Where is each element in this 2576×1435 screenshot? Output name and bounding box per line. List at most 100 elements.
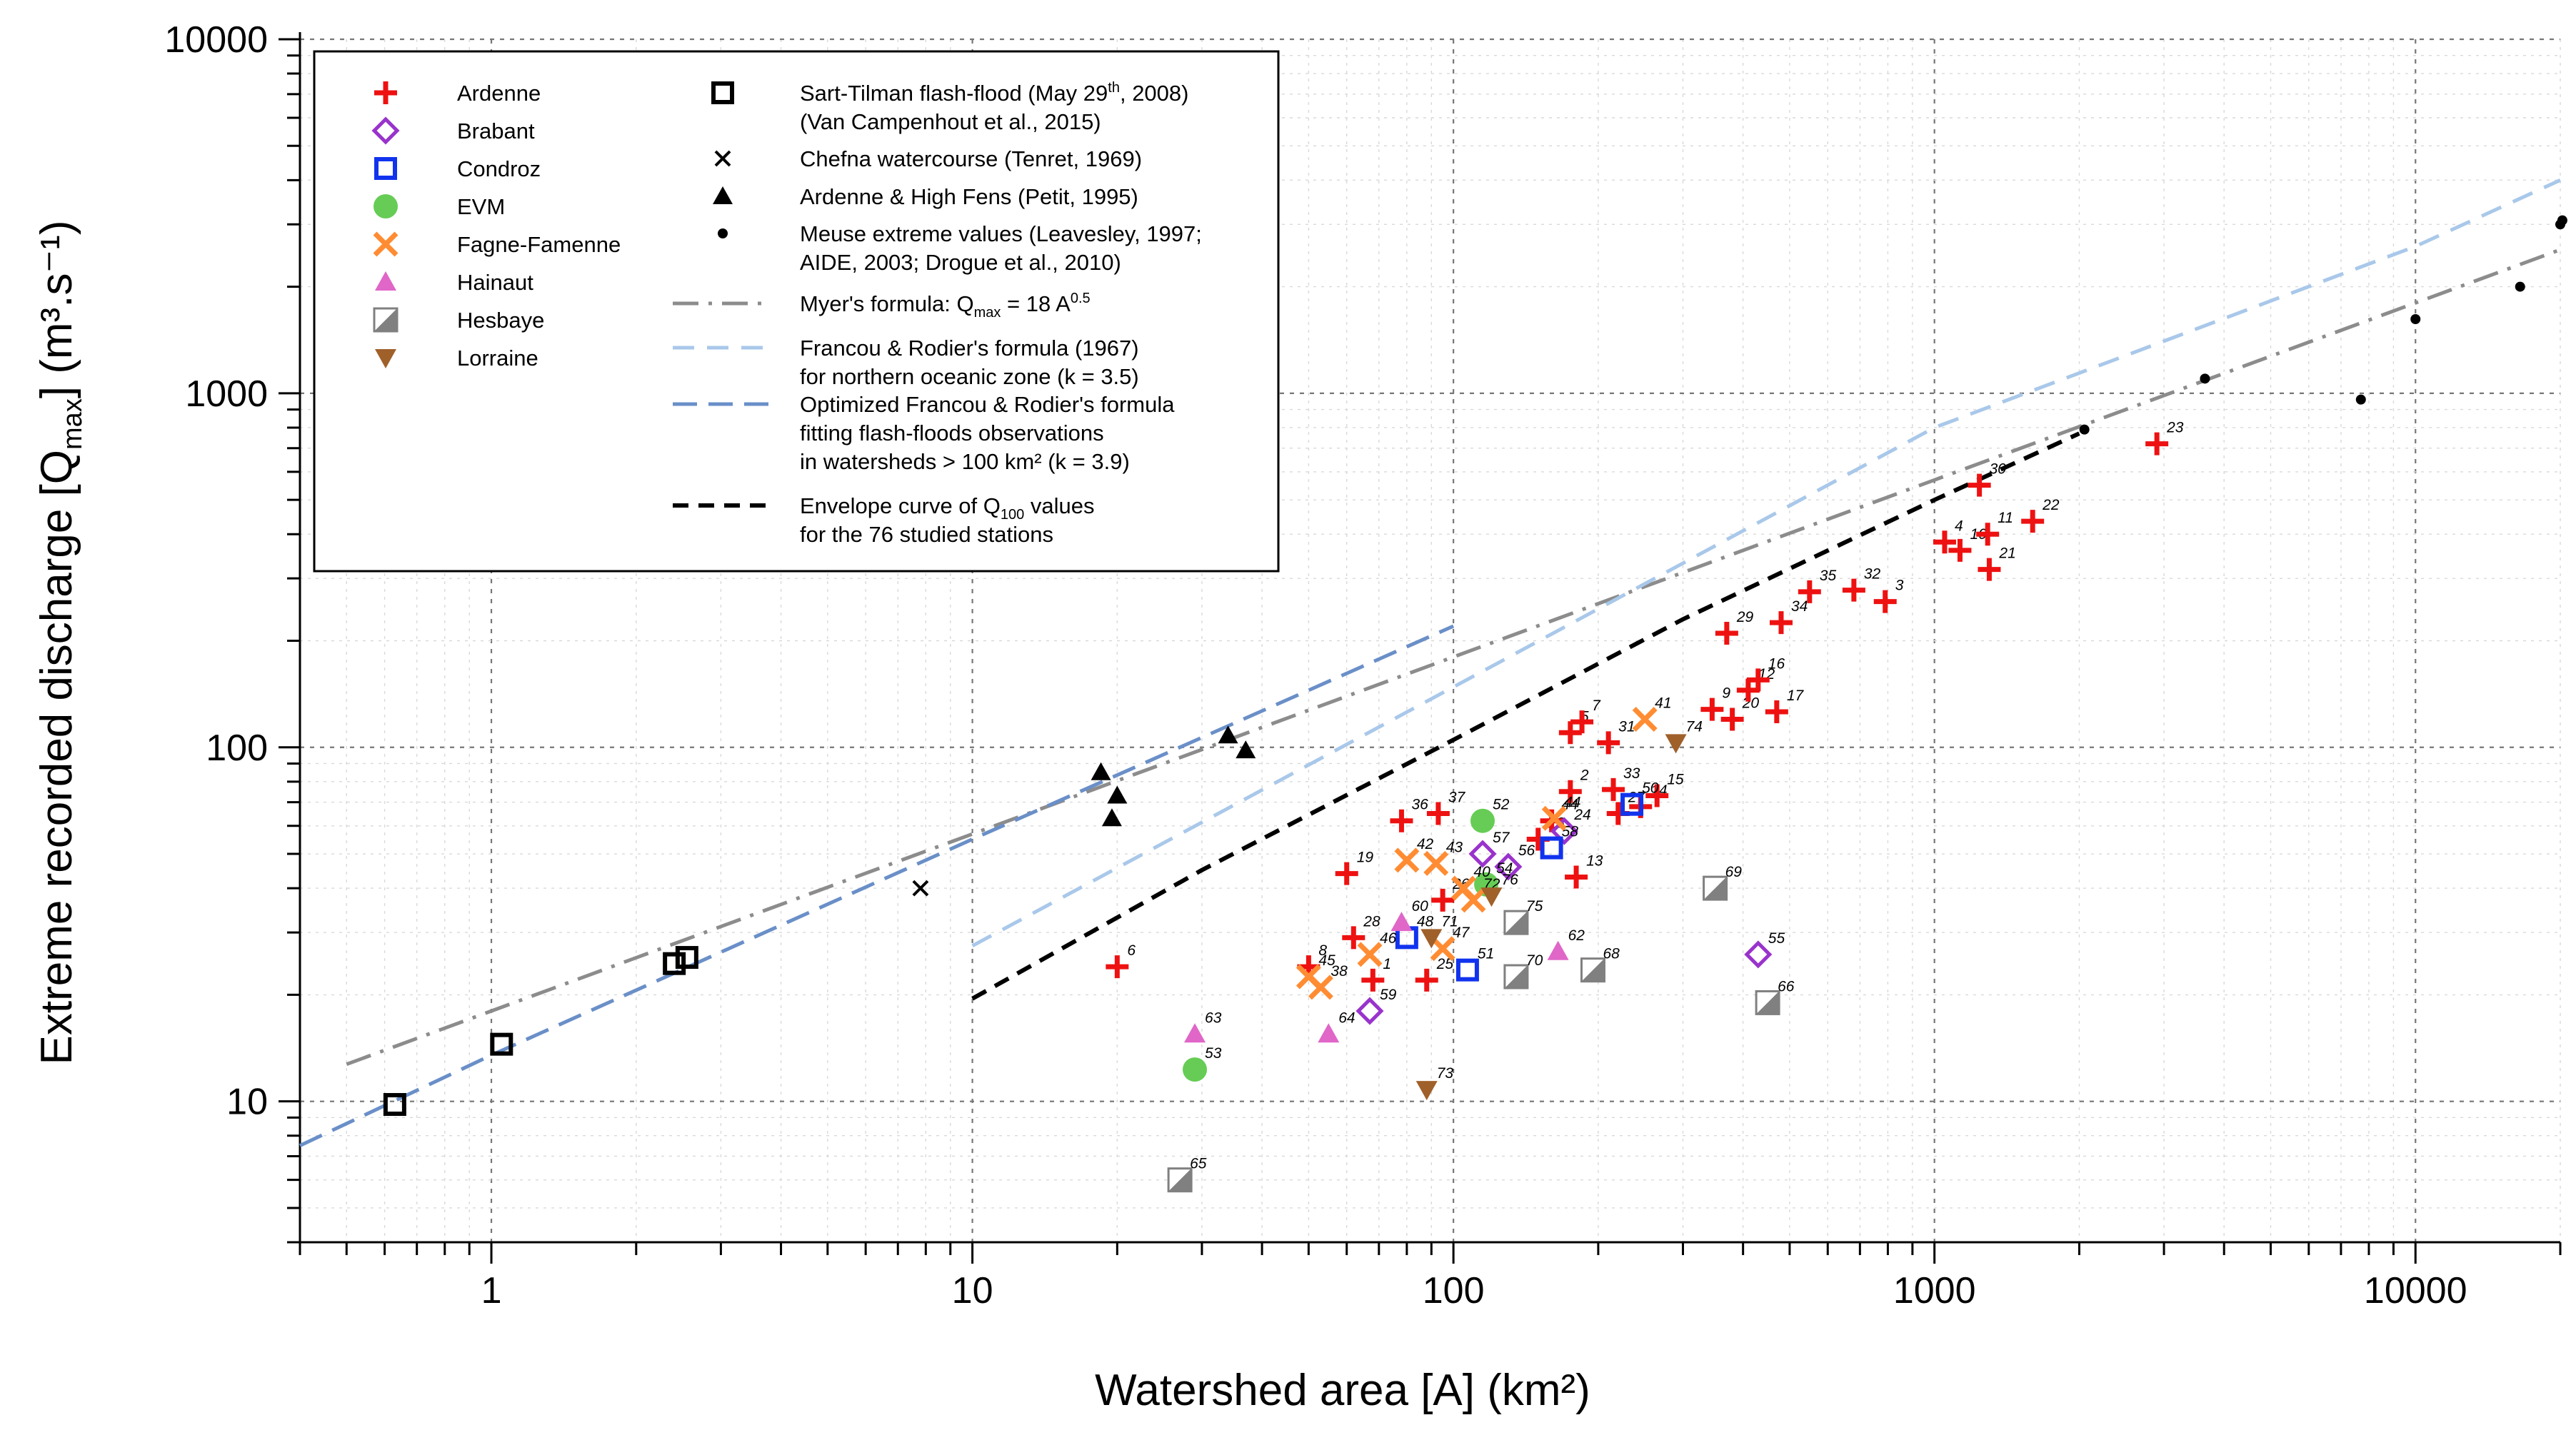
y-tick-label: 10000 bbox=[164, 19, 268, 61]
point-hesbaye bbox=[1580, 957, 1605, 983]
halfsquare-fill bbox=[374, 308, 397, 331]
line-optimized bbox=[299, 624, 1455, 1147]
point-meuse bbox=[2355, 394, 2366, 405]
point-meuse bbox=[2557, 215, 2567, 226]
y-tick-label: 100 bbox=[206, 727, 268, 769]
cross-shape bbox=[1423, 850, 1449, 876]
point-ardenne bbox=[1978, 558, 2001, 581]
point-ardenne bbox=[2145, 432, 2169, 455]
point-evm bbox=[1470, 808, 1495, 833]
legend-text-part: for northern oceanic zone (k = 3.5) bbox=[800, 364, 1139, 389]
legend-text-tail: = 18 A bbox=[1001, 291, 1071, 316]
point-hesbaye bbox=[1703, 875, 1728, 901]
point-meuse bbox=[2200, 373, 2210, 384]
plus-shape bbox=[2145, 432, 2169, 455]
station-label: 36 bbox=[1411, 797, 1428, 813]
formula-lines bbox=[299, 178, 2562, 1147]
cross-shape bbox=[1430, 936, 1455, 962]
station-label: 68 bbox=[1603, 946, 1620, 962]
point-petit bbox=[1101, 808, 1122, 827]
point-brabant bbox=[1355, 997, 1384, 1025]
station-label: 43 bbox=[1446, 839, 1463, 855]
legend-label-evm: EVM bbox=[457, 194, 505, 219]
y-axis-title: Extreme recorded discharge [Qmax] (m³.s⁻… bbox=[32, 221, 88, 1065]
legend-text-part: Meuse extreme values (Leavesley, 1997; bbox=[800, 221, 1202, 246]
cross-shape bbox=[1308, 975, 1333, 1000]
legend-marker-hesbaye bbox=[373, 307, 399, 333]
diamond-shape bbox=[1494, 852, 1523, 881]
station-label: 29 bbox=[1736, 609, 1754, 625]
station-label: 35 bbox=[1820, 568, 1837, 584]
legend-text-tail: values bbox=[1024, 493, 1094, 518]
legend-label-hesbaye: Hesbaye bbox=[457, 308, 544, 333]
point-petit bbox=[1091, 762, 1111, 780]
legend-marker-brabant bbox=[371, 116, 400, 145]
square-shape bbox=[1455, 958, 1479, 982]
legend-marker-condroz bbox=[374, 157, 397, 180]
legend-marker-evm bbox=[374, 194, 398, 218]
x-tick-label: 10000 bbox=[2364, 1270, 2467, 1311]
plus-shape bbox=[1558, 721, 1582, 745]
point-fagne bbox=[1357, 942, 1383, 967]
point-lorraine bbox=[1415, 1081, 1438, 1101]
plus-shape bbox=[1426, 802, 1450, 825]
station-label: 70 bbox=[1526, 952, 1543, 969]
x-tick-label: 10 bbox=[952, 1270, 993, 1311]
point-ardenne bbox=[1715, 621, 1738, 645]
point-ardenne bbox=[1769, 611, 1793, 635]
point-hainaut bbox=[1547, 940, 1569, 960]
grid bbox=[299, 38, 2561, 1243]
legend-text-part: (Van Campenhout et al., 2015) bbox=[800, 109, 1101, 134]
point-brabant bbox=[1468, 840, 1497, 868]
point-petit bbox=[1107, 785, 1128, 804]
axes: 1 10 100 1000 10000 10 100 1000 10000 bbox=[164, 19, 2562, 1311]
point-ardenne bbox=[2021, 510, 2045, 533]
plus-shape bbox=[1570, 710, 1594, 734]
legend-label-hainaut: Hainaut bbox=[457, 270, 533, 295]
plus-shape bbox=[1715, 621, 1738, 645]
point-ardenne bbox=[1558, 721, 1582, 745]
square-shape bbox=[374, 157, 397, 180]
black-triangle-shape bbox=[1218, 725, 1238, 744]
legend-text-part: in watersheds > 100 km² (k = 3.9) bbox=[800, 449, 1130, 474]
legend-text-myer: Myer's formula: Qmax = 18 A0.5 bbox=[800, 291, 1091, 321]
station-label: 41 bbox=[1655, 695, 1671, 712]
point-ardenne bbox=[1106, 955, 1129, 979]
point-ardenne bbox=[1765, 700, 1788, 724]
point-fagne bbox=[1308, 975, 1333, 1000]
halfsquare-fill bbox=[1168, 1168, 1192, 1192]
point-ardenne bbox=[1565, 865, 1588, 889]
point-fagne bbox=[1430, 936, 1455, 962]
cross-shape bbox=[1394, 847, 1420, 873]
diamond-shape bbox=[1550, 817, 1578, 845]
station-label: 33 bbox=[1623, 765, 1640, 782]
station-label: 32 bbox=[1864, 566, 1881, 583]
triangle-shape bbox=[1547, 940, 1569, 960]
station-label: 55 bbox=[1768, 930, 1785, 947]
point-ardenne bbox=[1700, 698, 1724, 721]
black-square-shape bbox=[663, 952, 686, 975]
station-label: 46 bbox=[1380, 930, 1397, 947]
station-label: 24 bbox=[1573, 807, 1590, 823]
plus-shape bbox=[1720, 708, 1744, 731]
legend-text-tail: , 2008) bbox=[1120, 81, 1189, 106]
y-title-sub: max bbox=[58, 398, 88, 450]
point-sart bbox=[663, 952, 686, 975]
point-condroz bbox=[1455, 958, 1479, 982]
point-ardenne bbox=[1390, 809, 1413, 832]
legend-text-part: Sart-Tilman flash-flood (May 29 bbox=[800, 81, 1108, 106]
point-sart bbox=[383, 1093, 406, 1117]
station-label: 9 bbox=[1722, 685, 1730, 702]
station-label: 76 bbox=[1501, 872, 1518, 888]
legend-text-francou: for northern oceanic zone (k = 3.5) bbox=[800, 364, 1139, 389]
legend-label-condroz: Condroz bbox=[457, 156, 541, 181]
black-square-shape bbox=[383, 1093, 406, 1117]
legend-text-meuse: AIDE, 2003; Drogue et al., 2010) bbox=[800, 250, 1121, 275]
station-label: 74 bbox=[1686, 718, 1703, 735]
black-square-shape bbox=[490, 1032, 513, 1056]
legend-text-francou: Francou & Rodier's formula (1967) bbox=[800, 336, 1139, 361]
point-meuse bbox=[2515, 281, 2525, 292]
line-myer bbox=[346, 248, 2561, 1067]
point-ardenne bbox=[1335, 862, 1358, 885]
station-label: 57 bbox=[1493, 830, 1510, 846]
